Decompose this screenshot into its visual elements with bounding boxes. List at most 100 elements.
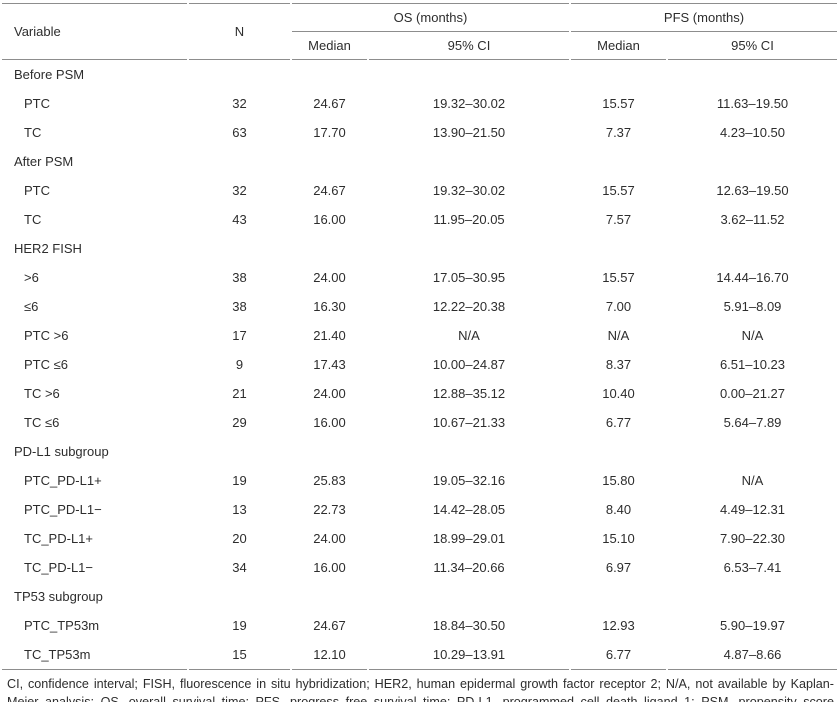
cell-n: 29 [232,415,247,430]
cell-os-ci: 18.84–30.50 [432,618,506,633]
table-row: PTC_PD-L1− 13 22.73 14.42–28.05 8.40 4.49–12.… [2,495,837,524]
row-label: ≤6 [24,299,39,314]
cell-n: 15 [189,640,290,670]
row-label: PTC ≤6 [24,357,68,372]
cell-n: 9 [235,357,244,372]
cell-pfs-ci: 6.51–10.23 [719,357,786,372]
section-label: Before PSM [14,67,85,82]
cell-os-ci: 19.05–32.16 [432,473,506,488]
cell-os-ci: 10.67–21.33 [432,415,506,430]
cell-pfs-ci: 0.00–21.27 [719,386,786,401]
table-row: TC 63 17.70 13.90–21.50 7.37 4.23–10.50 [2,118,837,147]
table-row: TC 43 16.00 11.95–20.05 7.57 3.62–11.52 [2,205,837,234]
row-label: PTC [24,96,50,111]
row-label: TC >6 [24,386,60,401]
section-row: HER2 FISH [2,234,837,263]
table-row: PTC_TP53m 19 24.67 18.84–30.50 12.93 5.90–19.… [2,611,837,640]
cell-n: 20 [232,531,247,546]
cell-n: 13 [232,502,247,517]
cell-pfs-ci: 5.91–8.09 [723,299,782,314]
cell-n: 63 [232,125,247,140]
table-row: PTC 32 24.67 19.32–30.02 15.57 12.63–19.50 [2,176,837,205]
table-row: PTC ≤6 9 17.43 10.00–24.87 8.37 6.51–10.23 [2,350,837,379]
cell-n: 38 [232,270,247,285]
cell-os-median: 16.00 [313,560,346,575]
cell-os-ci: N/A [458,328,480,343]
section-label: PD-L1 subgroup [14,444,109,459]
row-label: TC [24,125,42,140]
cell-n: 32 [232,183,247,198]
cell-pfs-median: 6.97 [605,560,632,575]
row-label: PTC [24,183,50,198]
row-label: TC_TP53m [2,640,187,670]
cell-os-ci: 13.90–21.50 [432,125,506,140]
cell-os-median: 24.67 [313,96,346,111]
cell-pfs-ci: 4.87–8.66 [668,640,837,670]
cell-pfs-median: 7.00 [605,299,632,314]
section-label: After PSM [14,154,74,169]
cell-pfs-median: 6.77 [571,640,666,670]
section-row: After PSM [2,147,837,176]
cell-pfs-median: 6.77 [605,415,632,430]
table-row: ≤6 38 16.30 12.22–20.38 7.00 5.91–8.09 [2,292,837,321]
row-label: TC [24,212,42,227]
cell-pfs-median: 12.93 [602,618,635,633]
column-group-pfs: PFS (months) [571,3,837,32]
section-label: HER2 FISH [14,241,82,256]
section-label: TP53 subgroup [14,589,103,604]
cell-os-ci: 18.99–29.01 [432,531,506,546]
row-label: PTC_PD-L1+ [24,473,102,488]
cell-os-median: 17.43 [313,357,346,372]
cell-n: 19 [232,618,247,633]
cell-os-ci: 11.95–20.05 [433,212,505,227]
cell-pfs-ci: 4.49–12.31 [719,502,786,517]
cell-os-median: 24.67 [313,618,346,633]
cell-pfs-median: 8.40 [605,502,632,517]
cell-os-median: 16.00 [313,212,346,227]
table-row: PTC_PD-L1+ 19 25.83 19.05–32.16 15.80 N/A [2,466,837,495]
row-label: TC_PD-L1+ [24,531,93,546]
cell-n: 19 [232,473,247,488]
table-row: TC_PD-L1− 34 16.00 11.34–20.66 6.97 6.53–7.41 [2,553,837,582]
cell-os-median: 21.40 [313,328,346,343]
cell-os-ci: 12.22–20.38 [432,299,506,314]
cell-pfs-median: 15.80 [602,473,635,488]
column-header-pfs-ci: 95% CI [668,32,837,60]
table-row: PTC >6 17 21.40 N/A N/A N/A [2,321,837,350]
cell-os-median: 17.70 [313,125,346,140]
table-header: Variable N OS (months) PFS (months) Medi… [2,3,837,60]
cell-os-median: 16.00 [313,415,346,430]
cell-os-ci: 19.32–30.02 [432,96,506,111]
cell-pfs-ci: 12.63–19.50 [716,183,789,198]
cell-os-ci: 11.34–20.66 [433,560,505,575]
cell-pfs-median: 7.57 [605,212,632,227]
cell-os-ci: 17.05–30.95 [432,270,506,285]
table-row: PTC 32 24.67 19.32–30.02 15.57 11.63–19.50 [2,89,837,118]
header-row-subcolumns: Median 95% CI Median 95% CI [2,32,837,60]
column-header-os-ci: 95% CI [369,32,569,60]
row-label: PTC_TP53m [24,618,100,633]
row-label: TC_PD-L1− [24,560,93,575]
cell-pfs-median: 10.40 [602,386,635,401]
column-header-pfs-median: Median [571,32,666,60]
cell-n: 43 [232,212,247,227]
cell-pfs-ci: 14.44–16.70 [716,270,789,285]
cell-pfs-median: 15.57 [602,96,635,111]
row-label: TC ≤6 [24,415,60,430]
section-row: PD-L1 subgroup [2,437,837,466]
cell-pfs-ci: 5.64–7.89 [723,415,782,430]
cell-pfs-median: 15.10 [602,531,635,546]
cell-n: 21 [232,386,247,401]
table-row: >6 38 24.00 17.05–30.95 15.57 14.44–16.70 [2,263,837,292]
table-row: TC >6 21 24.00 12.88–35.12 10.40 0.00–21.27 [2,379,837,408]
table-footnote: CI, confidence interval; FISH, fluoresce… [7,677,834,702]
section-row: Before PSM [2,60,837,89]
cell-n: 38 [232,299,247,314]
cell-pfs-ci: 6.53–7.41 [723,560,782,575]
cell-os-median: 24.00 [313,531,346,546]
cell-pfs-ci: 11.63–19.50 [716,96,789,111]
cell-os-median: 24.67 [313,183,346,198]
column-group-os: OS (months) [292,3,569,32]
cell-os-median: 22.73 [313,502,346,517]
cell-os-median: 12.10 [292,640,367,670]
